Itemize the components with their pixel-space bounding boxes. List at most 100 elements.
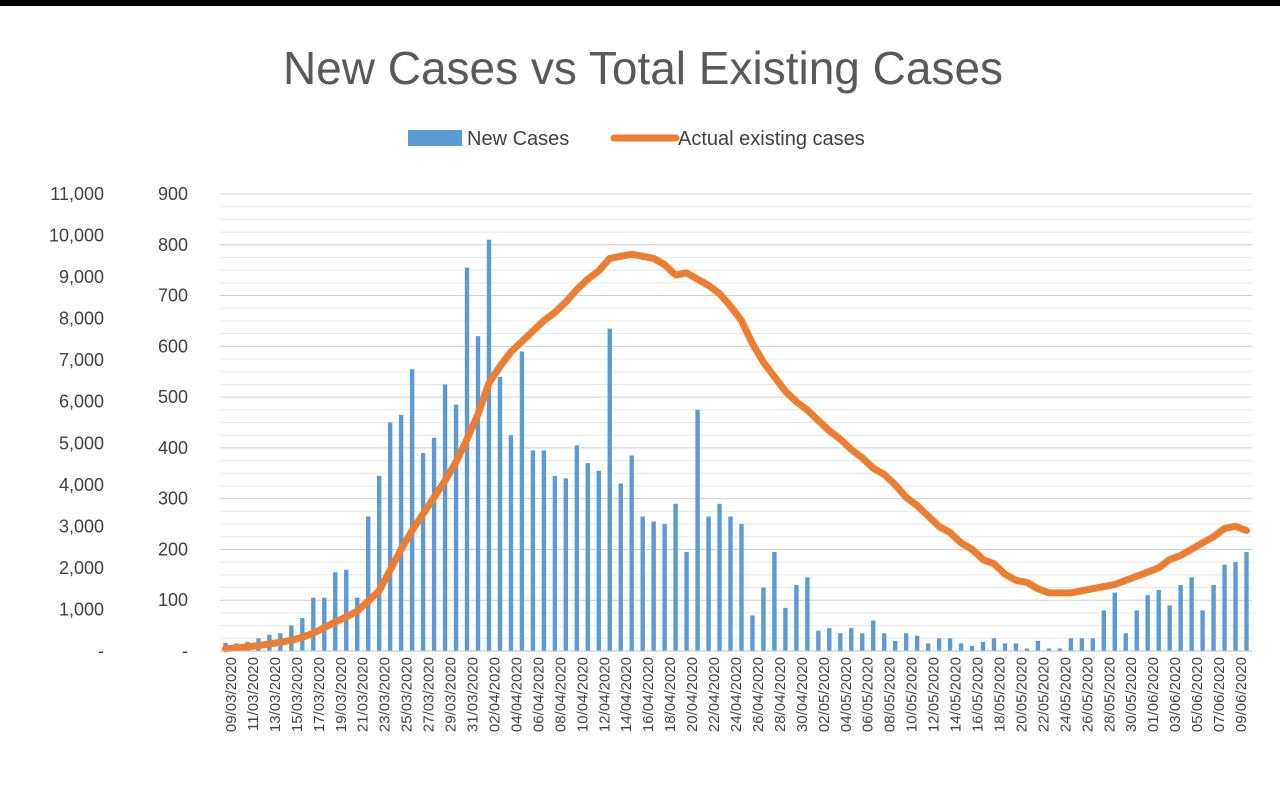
- y-tick-label-inner: 700: [158, 286, 188, 306]
- bar-new-cases: [805, 577, 810, 651]
- y-axis-inner: - 100 200 300 400 500 600 700 800 900: [158, 184, 188, 661]
- legend-label-new-cases: New Cases: [467, 128, 569, 150]
- bar-new-cases: [530, 450, 536, 651]
- x-axis: 09/03/2020 11/03/2020 13/03/2020 15/03/2020…: [220, 650, 1252, 732]
- bar-new-cases: [1013, 643, 1019, 651]
- x-tick-label: 07/06/2020: [1211, 657, 1228, 732]
- x-tick-label: 15/03/2020: [289, 657, 306, 732]
- x-tick-label: 02/05/2020: [816, 657, 833, 732]
- bar-new-cases: [497, 376, 503, 651]
- bar-new-cases: [662, 524, 667, 651]
- bar-new-cases: [508, 435, 514, 651]
- bar-new-cases: [739, 524, 744, 651]
- y-tick-label-outer: 7,000: [59, 350, 104, 370]
- x-tick-label: 14/04/2020: [618, 657, 635, 732]
- bar-new-cases: [1123, 633, 1128, 651]
- x-tick-label: 12/04/2020: [596, 657, 613, 732]
- bar-new-cases: [387, 422, 393, 651]
- bar-new-cases: [695, 409, 700, 651]
- bar-new-cases: [969, 645, 975, 651]
- bar-new-cases: [903, 633, 909, 651]
- x-tick-label: 18/05/2020: [991, 657, 1008, 732]
- bar-new-cases: [783, 607, 788, 651]
- x-tick-label: 26/05/2020: [1079, 657, 1096, 732]
- bar-new-cases: [629, 455, 634, 651]
- bar-new-cases: [750, 615, 755, 651]
- bar-new-cases: [574, 445, 579, 651]
- gridlines: [220, 193, 1252, 652]
- bar-new-cases: [925, 643, 931, 651]
- x-tick-label: 09/06/2020: [1233, 657, 1250, 732]
- line-existing-cases: [221, 250, 1251, 653]
- bar-new-cases: [640, 516, 645, 651]
- bar-new-cases: [442, 384, 448, 651]
- x-tick-label: 03/06/2020: [1167, 657, 1184, 732]
- bar-new-cases: [1057, 648, 1063, 651]
- bar-new-cases: [607, 328, 612, 651]
- bar-new-cases: [947, 638, 953, 651]
- bar-new-cases: [1024, 648, 1030, 651]
- bar-new-cases: [651, 521, 656, 651]
- bar-new-cases: [618, 483, 623, 651]
- x-tick-label: 21/03/2020: [355, 657, 372, 732]
- x-tick-label: 29/03/2020: [443, 657, 460, 732]
- y-tick-label-outer: 6,000: [59, 392, 104, 412]
- x-tick-label: 06/05/2020: [860, 657, 877, 732]
- y-tick-label-inner: 300: [158, 489, 188, 509]
- x-tick-label: 10/05/2020: [904, 657, 921, 732]
- bar-new-cases: [1189, 577, 1194, 651]
- x-tick-label: 22/04/2020: [706, 657, 723, 732]
- bar-new-cases: [706, 516, 711, 651]
- x-tick-label: 20/05/2020: [1013, 657, 1030, 732]
- x-tick-label: 13/03/2020: [267, 657, 284, 732]
- bar-new-cases: [1178, 584, 1183, 651]
- x-tick-label: 01/06/2020: [1145, 657, 1162, 732]
- bar-new-cases: [871, 620, 876, 651]
- bar-new-cases: [409, 369, 415, 651]
- y-tick-label-outer: 9,000: [59, 267, 104, 287]
- x-tick-label: 06/04/2020: [530, 657, 547, 732]
- bar-new-cases: [1101, 610, 1106, 651]
- x-tick-label: 26/04/2020: [750, 657, 767, 732]
- bar-new-cases: [1068, 638, 1074, 651]
- x-tick-label: 02/04/2020: [486, 657, 503, 732]
- y-tick-label-outer: -: [98, 641, 104, 661]
- x-tick-label: 05/06/2020: [1189, 657, 1206, 732]
- bar-new-cases: [772, 551, 777, 651]
- bar-new-cases: [585, 463, 590, 651]
- bar-new-cases: [1002, 643, 1008, 651]
- x-tick-label: 10/04/2020: [574, 657, 591, 732]
- bar-new-cases: [344, 569, 349, 651]
- bar-new-cases: [1156, 590, 1161, 651]
- bar-new-cases: [1046, 648, 1052, 651]
- bar-new-cases: [431, 437, 437, 651]
- bar-new-cases: [333, 572, 338, 651]
- x-tick-label: 08/04/2020: [552, 657, 569, 732]
- bar-new-cases: [673, 503, 678, 651]
- bar-new-cases: [541, 450, 547, 651]
- bar-new-cases: [552, 475, 558, 651]
- x-tick-label: 20/04/2020: [684, 657, 701, 732]
- x-tick-label: 30/05/2020: [1123, 657, 1140, 732]
- bar-new-cases: [475, 336, 481, 651]
- x-tick-label: 14/05/2020: [948, 657, 965, 732]
- x-tick-label: 30/04/2020: [794, 657, 811, 732]
- x-tick-label: 17/03/2020: [311, 657, 328, 732]
- bar-new-cases: [519, 351, 525, 651]
- x-tick-label: 24/04/2020: [728, 657, 745, 732]
- bar-new-cases: [311, 597, 316, 651]
- bar-new-cases: [761, 587, 766, 651]
- bar-new-cases: [958, 643, 964, 651]
- bar-new-cases: [420, 452, 426, 651]
- y-tick-label-outer: 3,000: [59, 516, 104, 536]
- bar-new-cases: [1233, 562, 1238, 651]
- bar-new-cases: [1134, 610, 1139, 651]
- y-tick-label-outer: 8,000: [59, 309, 104, 329]
- bar-new-cases: [464, 267, 470, 651]
- bar-new-cases: [794, 584, 799, 651]
- bar-new-cases: [882, 633, 887, 651]
- y-tick-label-outer: 10,000: [49, 226, 104, 246]
- bar-new-cases: [355, 597, 360, 651]
- x-tick-label: 09/03/2020: [223, 657, 240, 732]
- y-tick-label-outer: 5,000: [59, 433, 104, 453]
